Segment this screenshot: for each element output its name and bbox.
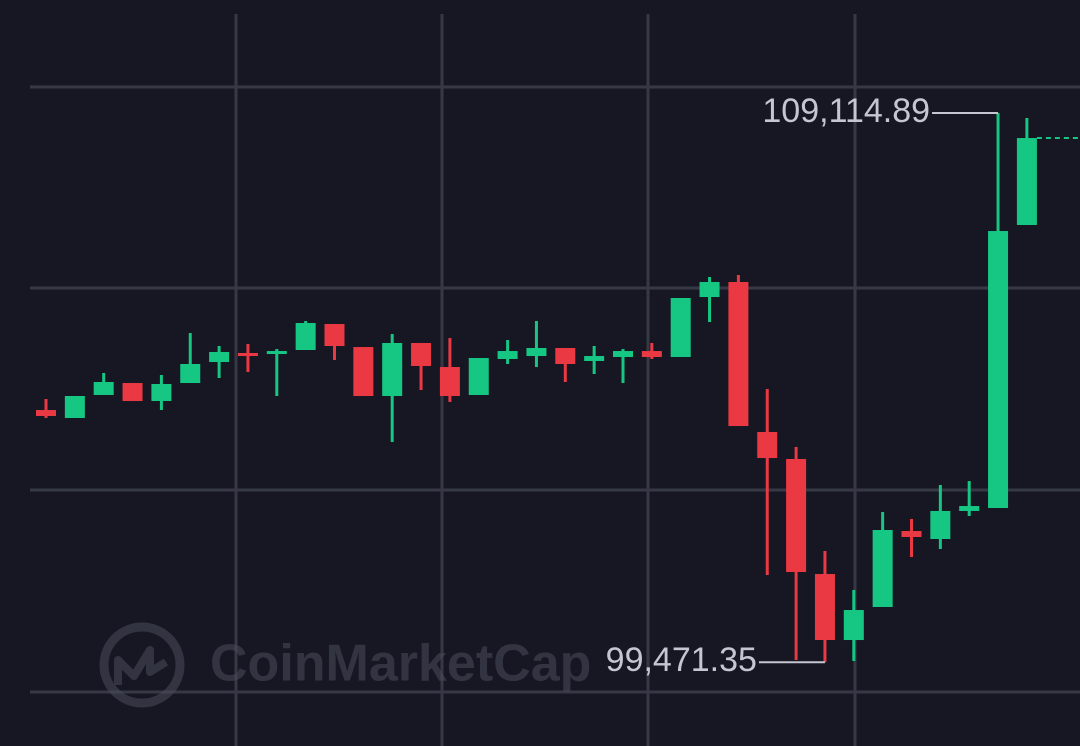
watermark: CoinMarketCap [99,622,591,708]
candle-body [814,574,835,641]
candle-body [237,353,258,357]
candle-body [122,383,143,402]
candle-body [901,531,922,538]
candle-body [36,410,56,416]
candle-body [786,458,807,573]
candle-body [151,383,172,402]
candle-body [613,351,633,357]
candle-body [64,396,85,418]
candle-body [93,381,114,395]
candle-body [872,530,893,607]
candle-body [439,367,460,397]
candle-body [843,610,864,641]
candle-body [353,347,374,397]
annotation-label: 99,471.35 [606,641,757,679]
candle-body [641,351,662,357]
candle-body [757,431,778,459]
candle-body [324,324,345,347]
candle-body [526,348,547,357]
grid [30,14,1080,746]
candle-body [411,342,432,366]
annotation-label: 109,114.89 [762,92,930,130]
candle-body [670,298,691,357]
candle-body [180,364,201,384]
watermark-logo [114,646,169,685]
watermark-logo [99,622,185,708]
candle-body [1016,138,1037,225]
candle-body [382,342,403,397]
candle-body [930,510,951,539]
candle-body [555,348,576,365]
candle-body [209,351,230,363]
candle-body [497,351,518,359]
candle-body [295,323,316,350]
candle-body [728,281,749,427]
candle-body [699,281,720,298]
candle-body [584,356,605,361]
candle-body [959,506,980,511]
watermark-text: CoinMarketCap [210,635,591,693]
candle-body [988,231,1009,509]
candle-body [266,351,287,355]
candle-body [468,358,489,395]
